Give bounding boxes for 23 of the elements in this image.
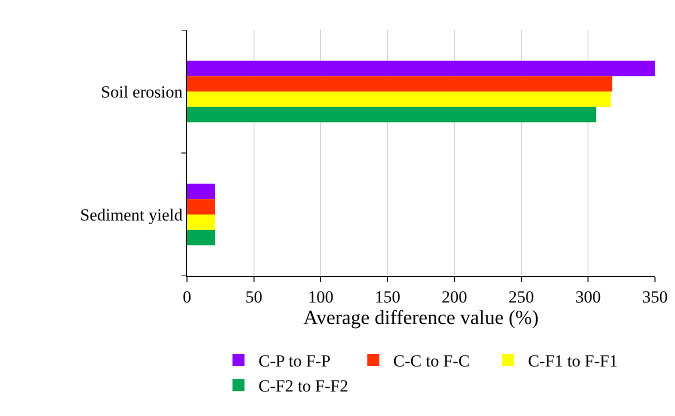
bar [187, 106, 596, 122]
bar [187, 230, 216, 246]
x-axis-title: Average difference value (%) [303, 306, 539, 329]
bar [187, 199, 216, 214]
x-tick-label: 200 [442, 287, 468, 306]
x-tick-label: 150 [374, 287, 400, 306]
bar [187, 184, 216, 200]
x-tick-label: 350 [642, 287, 668, 306]
legend-label: C-P to F-P [258, 352, 331, 371]
legend-label: C-F2 to F-F2 [258, 376, 348, 396]
x-tick-label: 0 [182, 287, 192, 306]
legend-label: C-F1 to F-F1 [528, 352, 618, 371]
x-tick-label: 300 [575, 287, 601, 306]
x-tick-label: 50 [245, 287, 262, 306]
bar [187, 60, 655, 76]
x-tick-label: 100 [308, 287, 334, 306]
x-tick-label: 250 [508, 287, 534, 306]
y-tick-label: Sediment yield [80, 205, 184, 224]
bar [187, 214, 216, 230]
y-tick-label: Soil erosion [100, 82, 184, 102]
legend-label: C-C to F-C [393, 352, 470, 371]
bar [187, 76, 612, 92]
bar [187, 92, 611, 107]
